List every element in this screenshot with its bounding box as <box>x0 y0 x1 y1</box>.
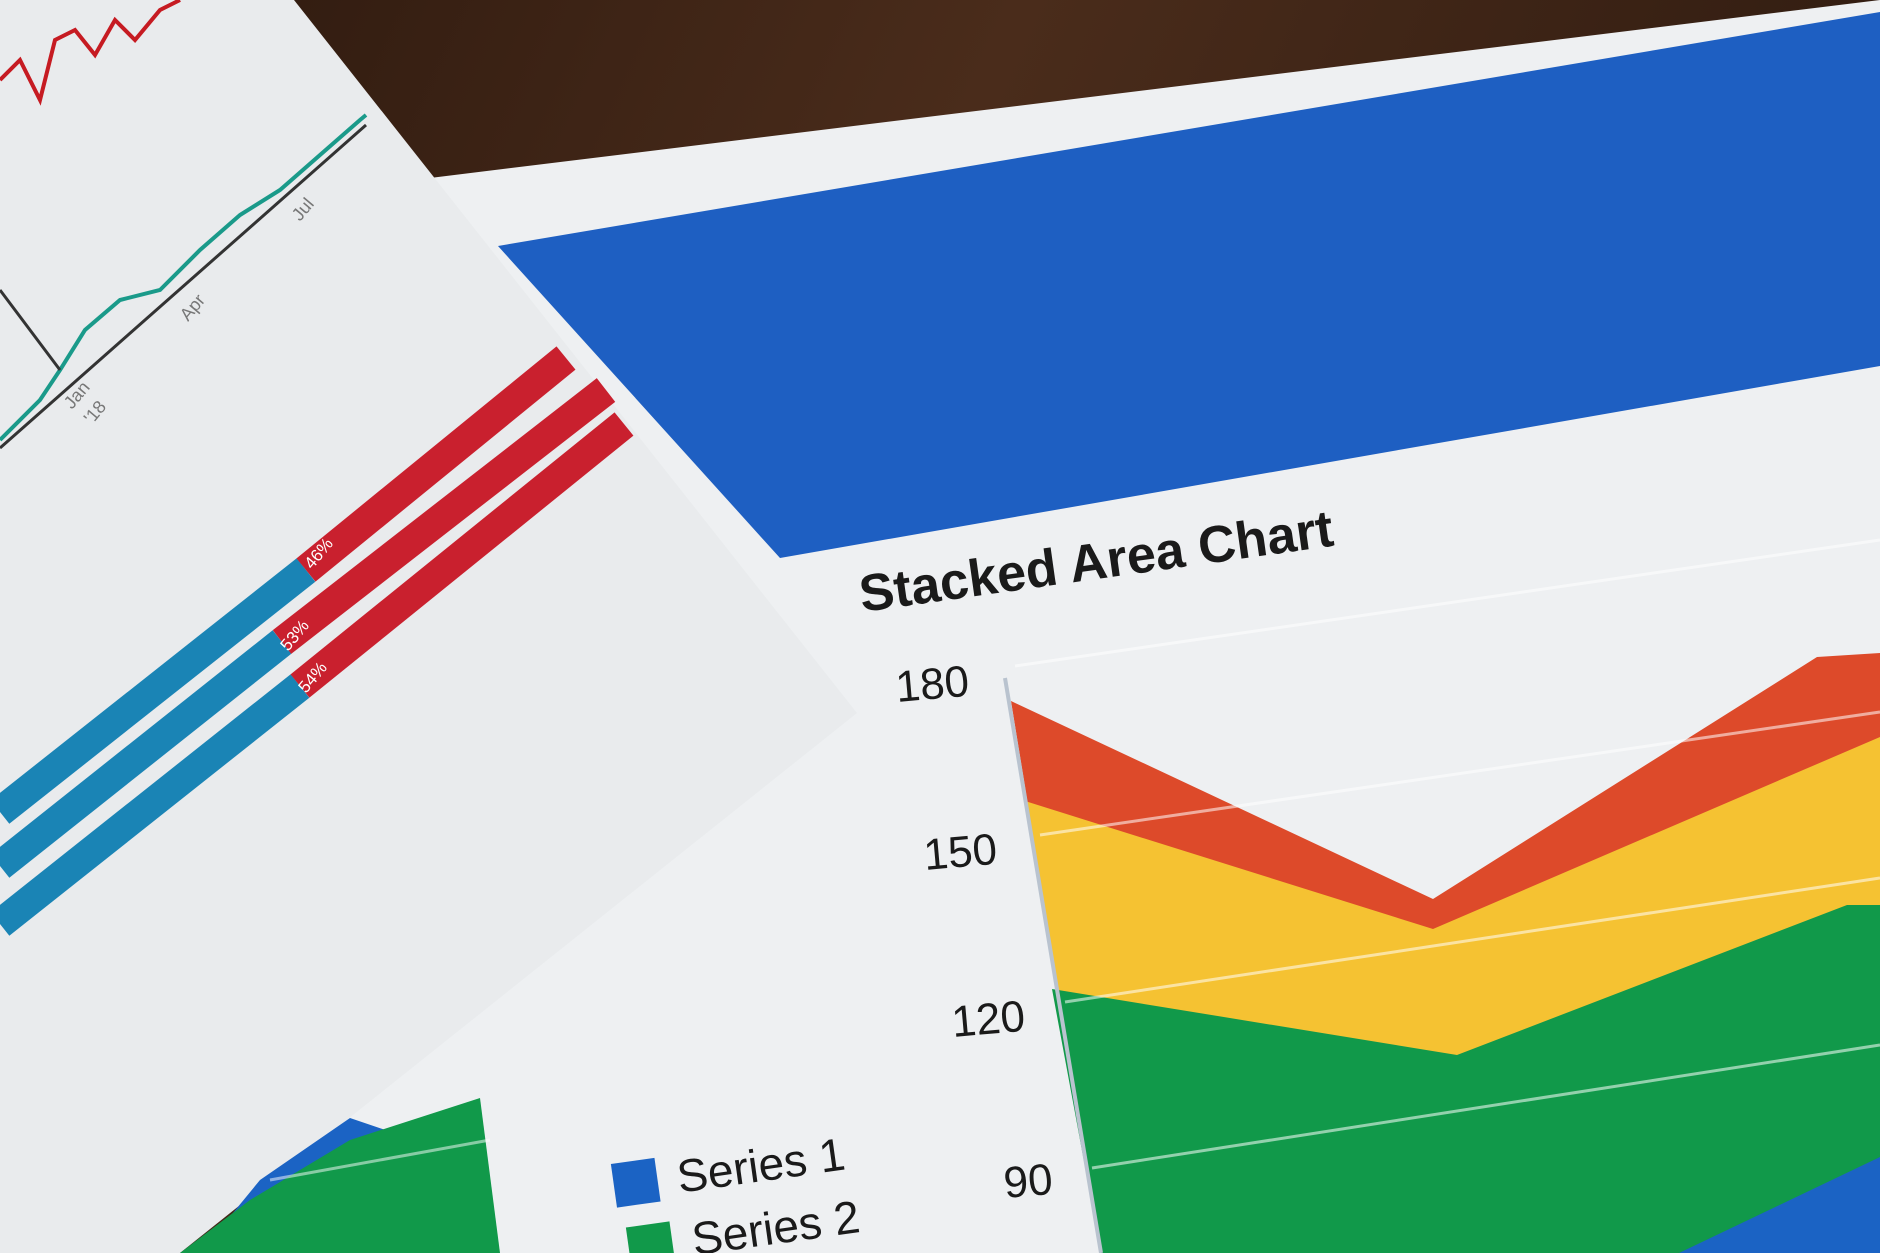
area-series-green <box>1052 905 1880 1253</box>
legend-swatch-series-2 <box>625 1221 676 1253</box>
small-area-green <box>180 1098 500 1253</box>
blue-banner <box>498 12 1880 558</box>
bar-2-teal <box>0 630 292 878</box>
stacked-bar-chart: 46% 53% 54% <box>0 346 634 936</box>
stacked-area-plot: 180 150 120 90 <box>894 538 1880 1253</box>
bar-1-red <box>296 346 576 582</box>
line-red <box>0 0 181 106</box>
bar-2-red <box>272 378 616 654</box>
left-sheet: Jan '18 Apr Jul 46% 53% 54% <box>0 0 857 1253</box>
y-axis-line <box>1003 677 1103 1253</box>
y-tick-120: 120 <box>950 992 1027 1047</box>
main-sheet: Stacked Area Chart 180 150 120 90 <box>300 0 1880 1253</box>
y-tick-90: 90 <box>1002 1155 1055 1208</box>
small-area-chart <box>180 1098 500 1253</box>
bar-1-teal <box>0 558 316 824</box>
area-series-blue <box>1679 1157 1880 1253</box>
y-tick-150: 150 <box>922 825 999 880</box>
small-gridline <box>269 1138 491 1182</box>
legend-swatch-series-1 <box>610 1157 661 1208</box>
bar-3-red <box>290 412 634 698</box>
bar-3-teal <box>0 674 310 936</box>
line-black <box>0 123 367 450</box>
y-tick-180: 180 <box>894 657 971 712</box>
gridlines <box>1014 538 1880 1170</box>
line-teal <box>0 113 368 442</box>
left-sheet-paper <box>0 0 857 1253</box>
line-chart-divider <box>0 289 62 371</box>
